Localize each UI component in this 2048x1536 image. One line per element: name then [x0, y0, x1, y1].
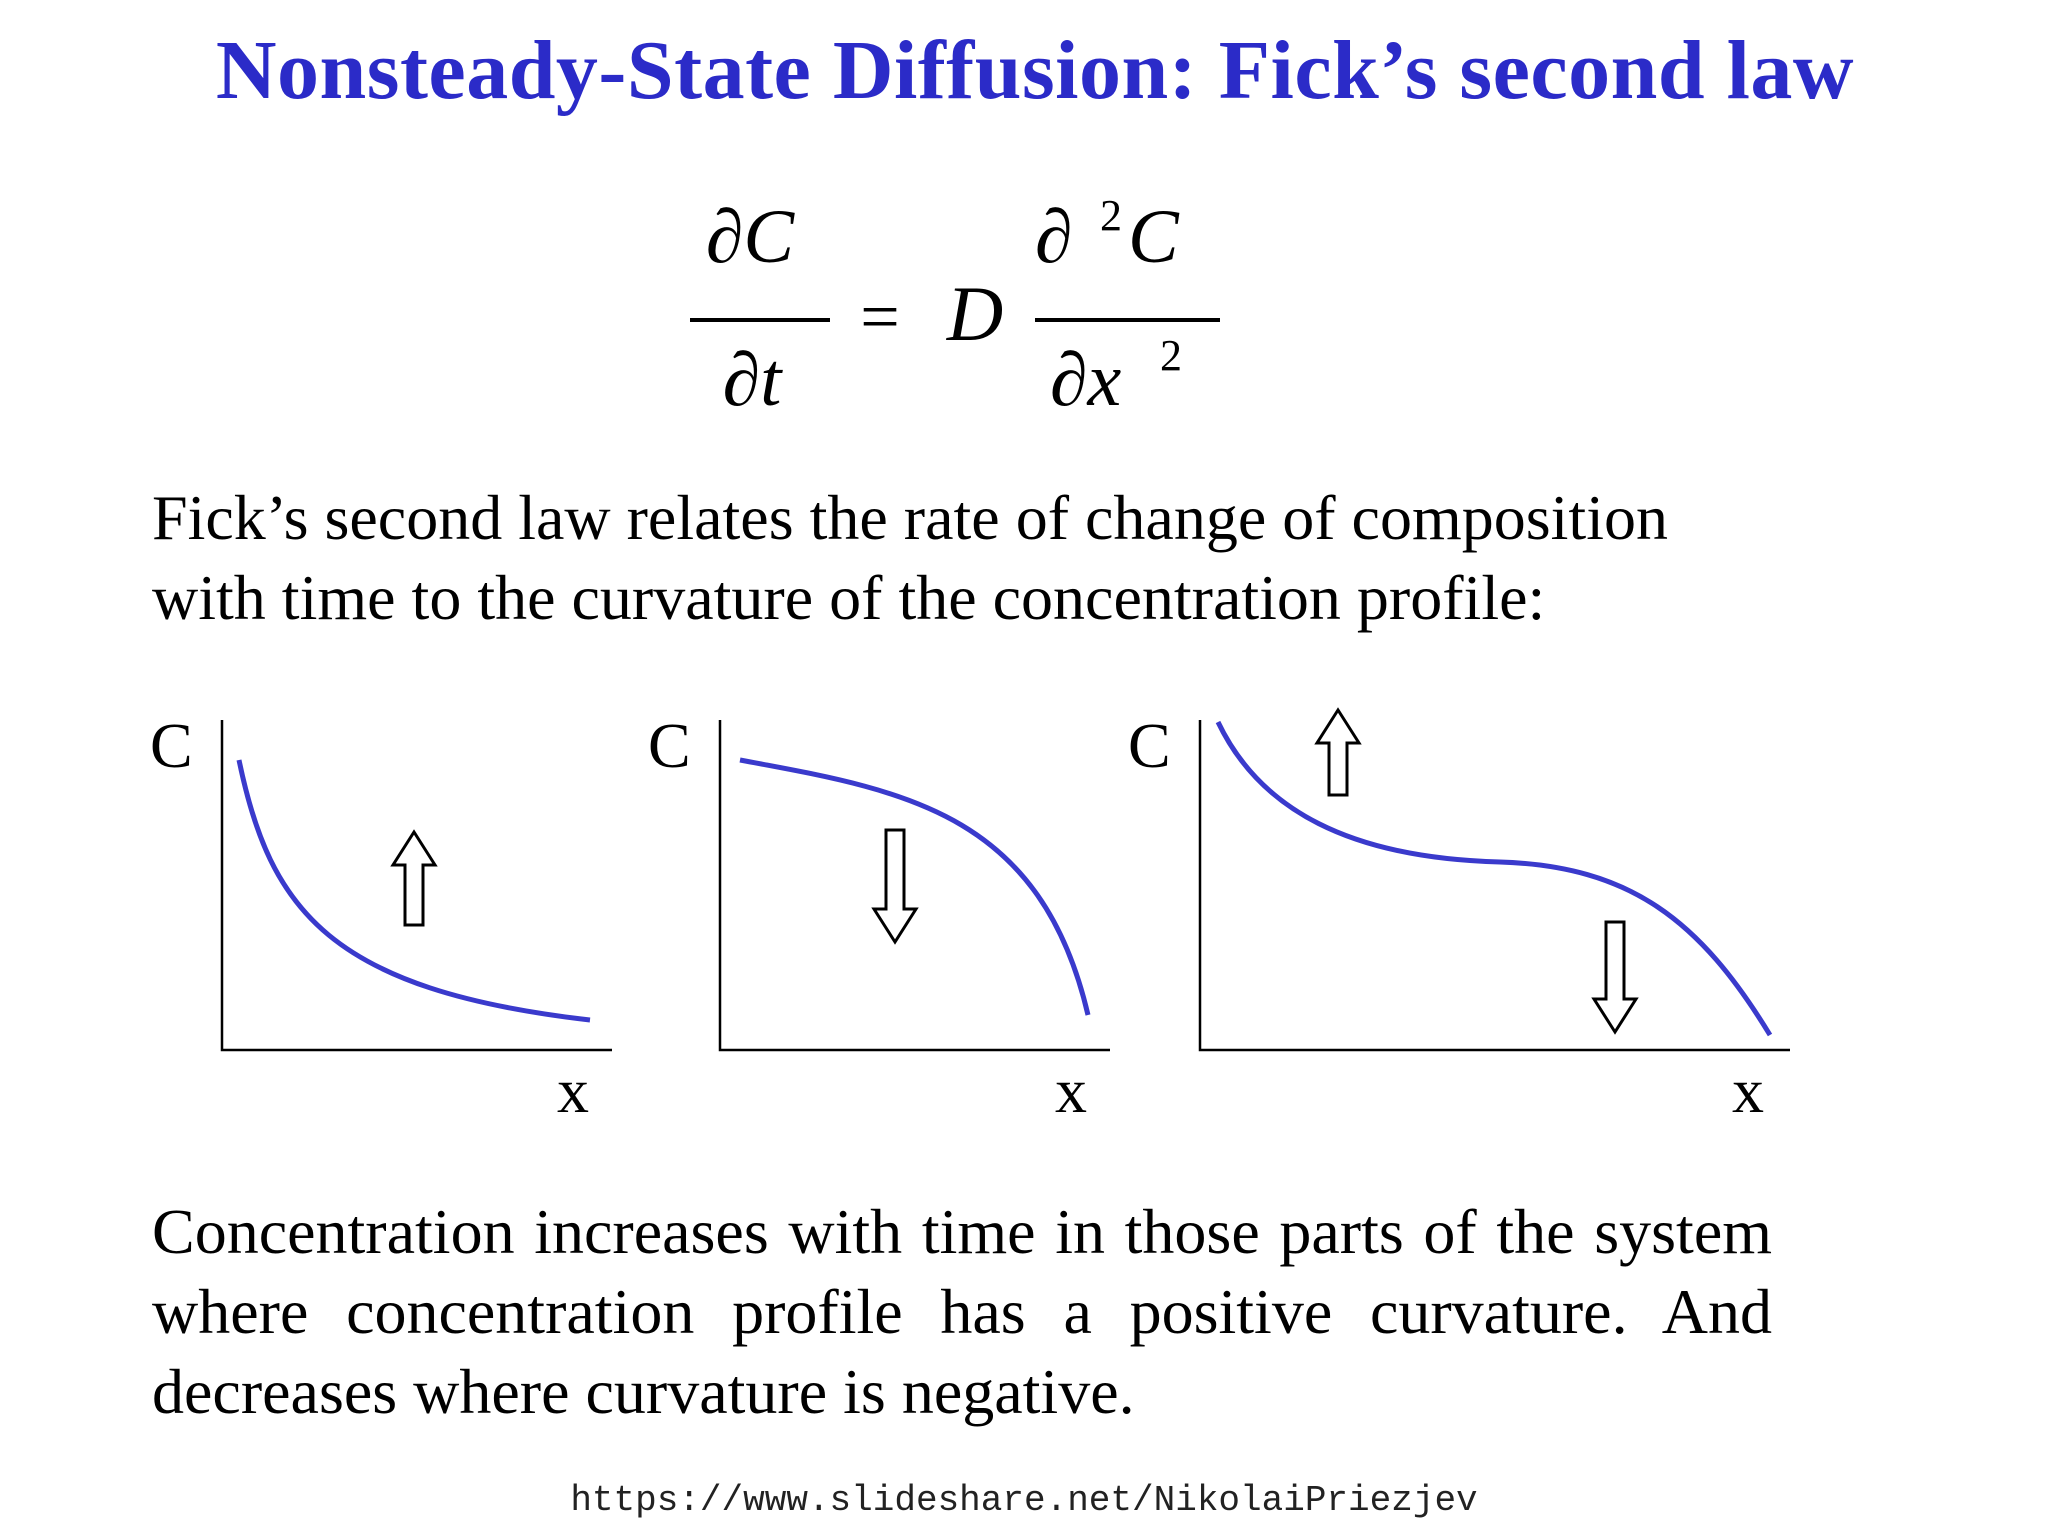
graph-3-down-arrow-icon [1591, 920, 1639, 1035]
graph-1-up-arrow-icon [390, 829, 438, 927]
intro-paragraph: Fick’s second law relates the rate of ch… [152, 482, 1668, 633]
conclusion-paragraph: Concentration increases with time in tho… [152, 1196, 1772, 1427]
rhs-numerator-var: C [1128, 200, 1180, 279]
rhs-denominator-var: ∂x [1050, 338, 1122, 422]
source-url[interactable]: https://www.slideshare.net/NikolaiPriezj… [570, 1480, 1478, 1521]
graph-2-y-label: C [648, 710, 691, 781]
rhs-numerator-power: 2 [1100, 200, 1122, 240]
graph-3-curve [1215, 720, 1773, 1037]
graph-3-axes [1198, 720, 1790, 1052]
fick-second-law-equation: ∂C ∂t = D ∂ 2 C ∂x 2 [690, 200, 1220, 422]
graph-2-x-label: x [1055, 1055, 1087, 1126]
graph-3-x-label: x [1732, 1055, 1764, 1126]
graph-mixed-curvature: C x [1128, 707, 1790, 1126]
curvature-graphs: C x C x C x [150, 707, 1790, 1126]
graph-2-curve [739, 757, 1091, 1016]
graph-3-y-label: C [1128, 710, 1171, 781]
rhs-denominator-power: 2 [1160, 331, 1182, 380]
graph-2-axes [718, 720, 1110, 1052]
graph-1-curve [236, 759, 591, 1023]
diffusion-coefficient: D [946, 270, 1003, 357]
lhs-denominator: ∂t [723, 338, 784, 422]
graph-negative-curvature: C x [648, 710, 1110, 1126]
slide-title: Nonsteady-State Diffusion: Fick’s second… [215, 24, 1855, 117]
graph-positive-curvature: C x [150, 710, 612, 1126]
equals-sign: = [860, 279, 899, 356]
rhs-numerator-partial: ∂ [1035, 200, 1073, 279]
graph-1-axes [220, 720, 612, 1052]
lhs-numerator: ∂C [706, 200, 796, 279]
graph-1-y-label: C [150, 710, 193, 781]
graph-3-up-arrow-icon [1314, 707, 1362, 797]
graph-2-down-arrow-icon [871, 828, 919, 945]
graph-1-x-label: x [557, 1055, 589, 1126]
